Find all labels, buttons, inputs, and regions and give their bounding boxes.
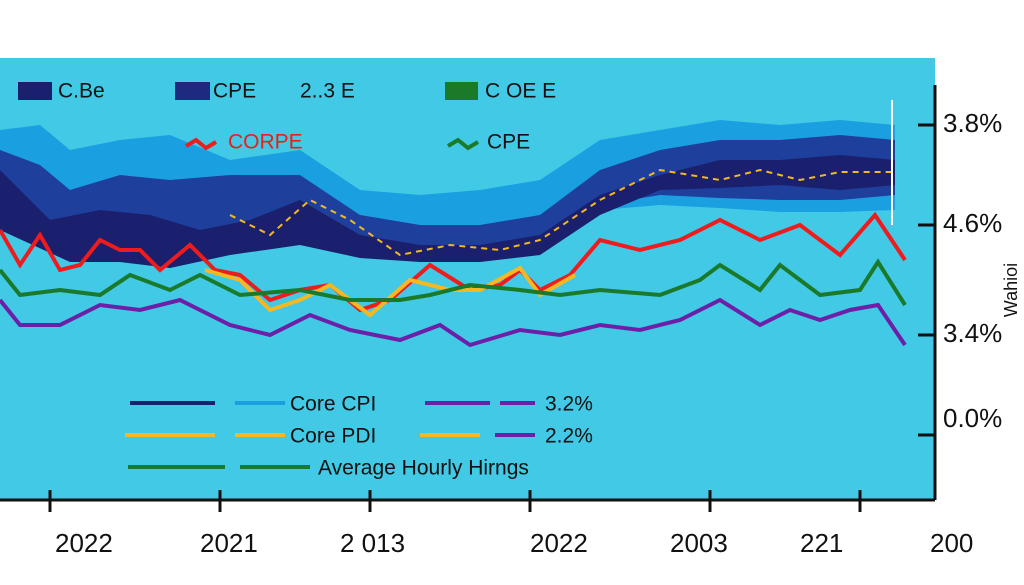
y-axis-title: Wahioi — [1001, 263, 1021, 317]
green-line — [0, 258, 907, 307]
legend-label: 3.2% — [545, 393, 593, 416]
legend-swatch — [184, 137, 218, 151]
legend-label: CPE — [213, 80, 256, 103]
band — [0, 155, 895, 268]
x-label: 2021 — [200, 528, 258, 558]
legend-label: Core CPI — [290, 393, 376, 416]
x-label: 2003 — [670, 528, 728, 558]
dashed-line — [229, 168, 895, 257]
x-label: 2022 — [55, 528, 113, 558]
legend-label: CPE — [487, 131, 530, 154]
y-label: 3.8% — [943, 108, 1002, 138]
legend-swatch — [18, 82, 52, 100]
red-line — [0, 211, 907, 313]
y-label: 3.4% — [943, 318, 1002, 348]
y-ticks — [918, 123, 935, 437]
x-label: 2 013 — [340, 528, 405, 558]
x-label: 200 — [930, 528, 973, 558]
legend-label: CORPE — [228, 131, 303, 154]
y-label: 0.0% — [943, 403, 1002, 433]
legend-swatch — [445, 82, 478, 100]
legend-label: Core PDI — [290, 425, 376, 448]
purple-line — [0, 297, 907, 348]
legend-label: C OE E — [485, 80, 556, 103]
yellow-line — [204, 265, 576, 318]
y-label: 4.6% — [943, 208, 1002, 238]
x-label: 221 — [800, 528, 843, 558]
x-ticks — [48, 490, 862, 512]
legend-swatch — [175, 82, 210, 100]
x-label: 2022 — [530, 528, 588, 558]
legend-swatches — [125, 401, 535, 469]
legend-label: 2.2% — [545, 425, 593, 448]
legend-label: Average Hourly Hirngs — [318, 457, 529, 480]
legend-label: 2..3 E — [300, 80, 355, 103]
legend-swatch — [446, 137, 480, 151]
legend-label: C.Be — [58, 80, 105, 103]
